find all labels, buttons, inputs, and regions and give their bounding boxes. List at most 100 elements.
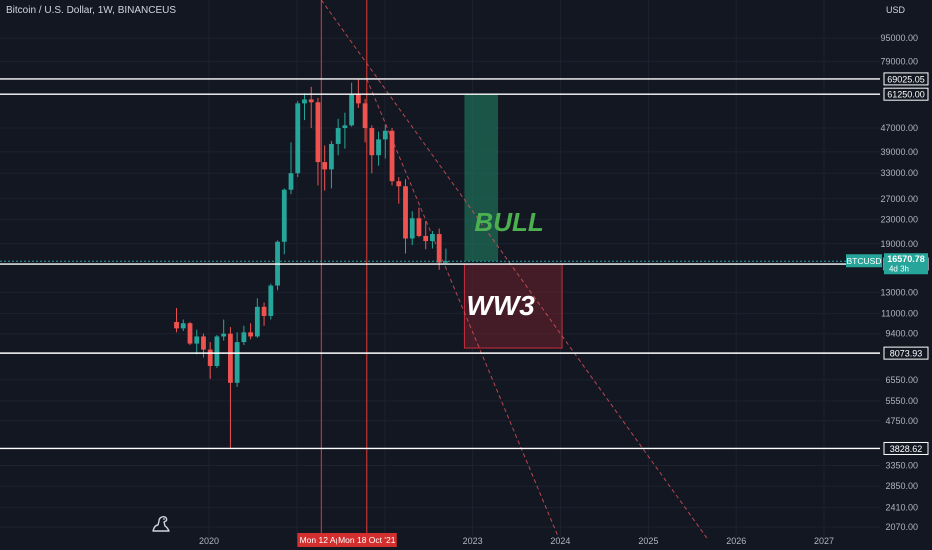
candle[interactable] <box>335 118 341 156</box>
candle[interactable] <box>261 302 267 326</box>
symbol-tag <box>846 254 882 268</box>
candle-body <box>308 99 314 103</box>
candle-body <box>329 143 334 170</box>
candle[interactable] <box>302 93 307 121</box>
candle[interactable] <box>254 298 260 338</box>
price-tick-label: 9400.00 <box>885 329 918 339</box>
symbol-title: Bitcoin / U.S. Dollar, 1W, BINANCEUS <box>6 5 177 16</box>
candle[interactable] <box>295 101 301 178</box>
candle-body <box>403 186 408 239</box>
candle[interactable] <box>443 248 449 265</box>
time-tick-label: 2020 <box>199 536 219 546</box>
candle-body <box>180 323 186 329</box>
symbol-tag-label: BTCUSD <box>847 256 882 266</box>
price-tick-label: 13000.00 <box>880 287 918 297</box>
price-tick-label: 2850.00 <box>885 481 918 491</box>
candle-body <box>436 234 442 263</box>
candle[interactable] <box>322 145 328 191</box>
time-tick-label: 2023 <box>463 536 483 546</box>
candle[interactable] <box>214 335 220 368</box>
price-tick-label: 4750.00 <box>885 416 918 426</box>
candle-body <box>228 333 233 383</box>
price-tick-label: 19000.00 <box>880 239 918 249</box>
candle[interactable] <box>389 128 395 186</box>
candle[interactable] <box>288 142 294 195</box>
candles-layer[interactable] <box>174 78 449 448</box>
candle-body <box>349 94 355 126</box>
candle[interactable] <box>207 342 213 379</box>
candle[interactable] <box>329 140 334 189</box>
candle-body <box>322 162 328 170</box>
price-tick-label: 39000.00 <box>880 147 918 157</box>
candle[interactable] <box>281 188 287 255</box>
candle-body <box>342 125 348 129</box>
price-tick-label: 27000.00 <box>880 194 918 204</box>
price-tick-label: 79000.00 <box>880 57 918 67</box>
time-marker-label: Mon 12 Apr <box>300 535 344 545</box>
candle[interactable] <box>430 230 435 249</box>
price-level-tag <box>883 87 929 101</box>
candle[interactable] <box>423 221 429 250</box>
candle[interactable] <box>315 97 321 186</box>
candle[interactable] <box>268 283 274 320</box>
candle[interactable] <box>228 327 233 448</box>
candle-body <box>268 285 274 316</box>
price-level-label: 61250.00 <box>887 90 925 100</box>
candle[interactable] <box>409 211 415 246</box>
candle-body <box>302 99 307 104</box>
candle-body <box>430 234 435 242</box>
candle[interactable] <box>382 124 388 159</box>
ww3-zone <box>463 263 563 349</box>
candle[interactable] <box>234 332 240 387</box>
price-level-tag <box>883 441 929 455</box>
price-level-label: 8073.93 <box>890 349 923 359</box>
candle[interactable] <box>436 228 442 270</box>
candle[interactable] <box>369 125 375 174</box>
candle[interactable] <box>416 207 422 238</box>
candle[interactable] <box>355 78 361 108</box>
price-level-tag <box>883 72 929 86</box>
current-price-label: 16570.78 <box>887 254 925 264</box>
candle[interactable] <box>241 325 247 346</box>
time-tick-label: 2024 <box>550 536 570 546</box>
price-levels-layer[interactable]: 69025.0561250.0016214.188073.933828.62BT… <box>0 72 929 455</box>
candle[interactable] <box>221 319 227 341</box>
candle-body <box>315 102 321 163</box>
tradingview-logo-icon[interactable] <box>150 512 172 534</box>
candle[interactable] <box>194 329 200 355</box>
candle-body <box>423 235 429 242</box>
trendline <box>320 0 708 539</box>
price-axis[interactable]: 95000.00 79000.00 47000.00 39000.00 33000.00… <box>880 33 918 532</box>
candle[interactable] <box>248 323 254 340</box>
candle-body <box>194 336 200 344</box>
candle-body <box>221 333 227 337</box>
vertical-markers-layer <box>320 0 368 538</box>
candle-body <box>409 218 415 239</box>
trendline <box>366 78 560 539</box>
price-tick-label: 3350.00 <box>885 461 918 471</box>
candle[interactable] <box>376 131 381 166</box>
candle[interactable] <box>180 319 186 331</box>
candle[interactable] <box>308 86 314 129</box>
candle[interactable] <box>342 112 348 149</box>
candle[interactable] <box>396 177 402 204</box>
candle-body <box>281 189 287 242</box>
candle[interactable] <box>187 322 193 346</box>
time-tick-label: 2027 <box>814 536 834 546</box>
candle-body <box>443 261 449 263</box>
price-level-label: 69025.05 <box>887 74 925 84</box>
bull-label: BULL <box>474 207 543 237</box>
candle[interactable] <box>349 82 355 127</box>
candle[interactable] <box>174 307 179 333</box>
candle[interactable] <box>201 333 206 358</box>
candle[interactable] <box>403 179 408 254</box>
candle-body <box>382 130 388 140</box>
candle[interactable] <box>275 240 280 291</box>
candle[interactable] <box>362 98 368 143</box>
time-tick-label: 2025 <box>638 536 658 546</box>
current-price-tag <box>884 253 928 275</box>
candle-body <box>362 103 368 129</box>
currency-label: USD <box>886 5 906 15</box>
